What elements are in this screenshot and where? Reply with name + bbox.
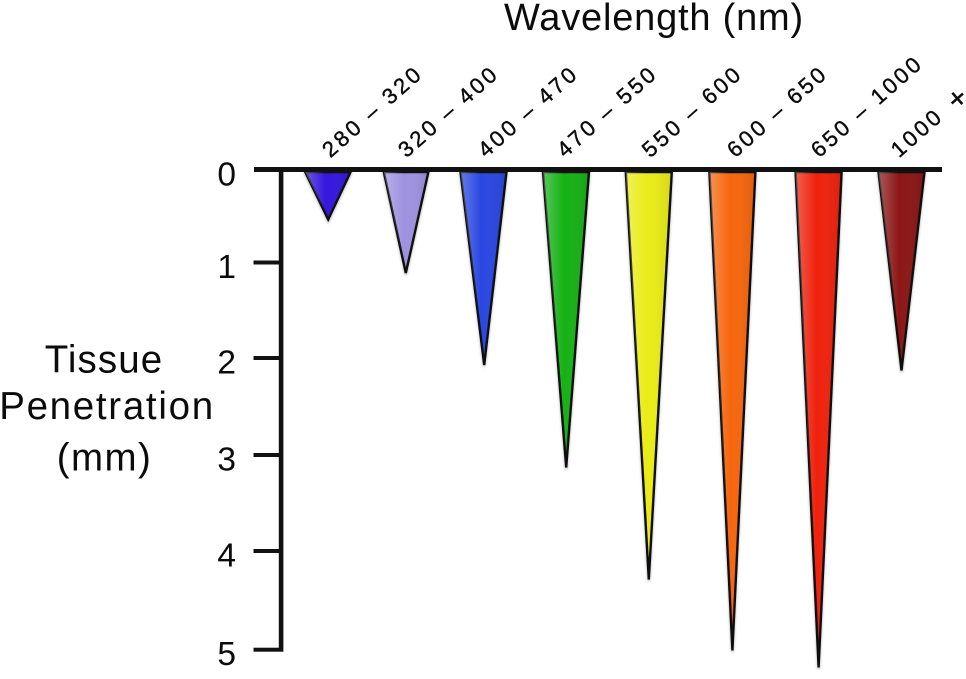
svg-text:Penetration: Penetration <box>0 385 215 428</box>
svg-text:Tissue: Tissue <box>45 339 164 382</box>
svg-text:0: 0 <box>217 157 236 194</box>
svg-text:(mm): (mm) <box>57 437 152 480</box>
svg-text:5: 5 <box>217 636 236 673</box>
svg-text:3: 3 <box>217 442 236 479</box>
svg-text:2: 2 <box>217 345 236 382</box>
svg-text:1: 1 <box>217 249 236 286</box>
svg-text:Wavelength (nm): Wavelength (nm) <box>504 0 804 39</box>
svg-text:4: 4 <box>217 538 236 575</box>
